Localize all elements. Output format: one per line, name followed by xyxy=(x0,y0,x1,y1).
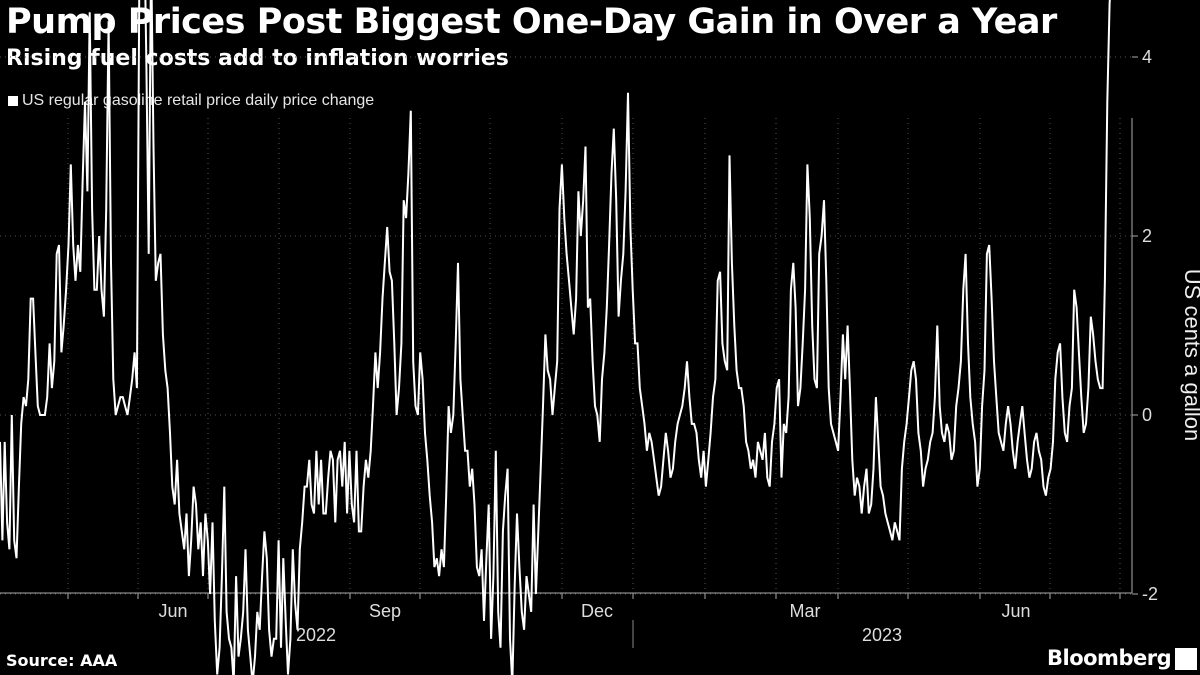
series-line-gas-price-change xyxy=(0,0,1111,675)
x-month-label: Jun xyxy=(158,601,187,621)
bloomberg-chart-icon xyxy=(1175,648,1197,670)
chart-title: Pump Prices Post Biggest One-Day Gain in… xyxy=(6,2,1057,42)
y-tick-label: 2 xyxy=(1142,226,1152,246)
x-month-label: Dec xyxy=(581,601,613,621)
x-month-label: Sep xyxy=(369,601,401,621)
brand-logo: Bloomberg xyxy=(1047,646,1172,670)
x-month-label: Mar xyxy=(790,601,821,621)
x-ticks: Jun Sep Dec Mar Jun 2022 2023 xyxy=(158,601,1030,645)
y-axis-label: US cents a gallon xyxy=(1180,269,1200,441)
y-tick-label: 4 xyxy=(1142,47,1152,67)
y-ticks: 6420-2 xyxy=(1132,47,1158,604)
source-note: Source: AAA xyxy=(6,651,118,670)
x-year-label: 2023 xyxy=(862,625,902,645)
y-tick-label: -2 xyxy=(1142,584,1158,604)
y-tick-label: 0 xyxy=(1142,405,1152,425)
legend-swatch xyxy=(8,96,18,106)
x-month-label: Jun xyxy=(1001,601,1030,621)
x-year-label: 2022 xyxy=(296,625,336,645)
